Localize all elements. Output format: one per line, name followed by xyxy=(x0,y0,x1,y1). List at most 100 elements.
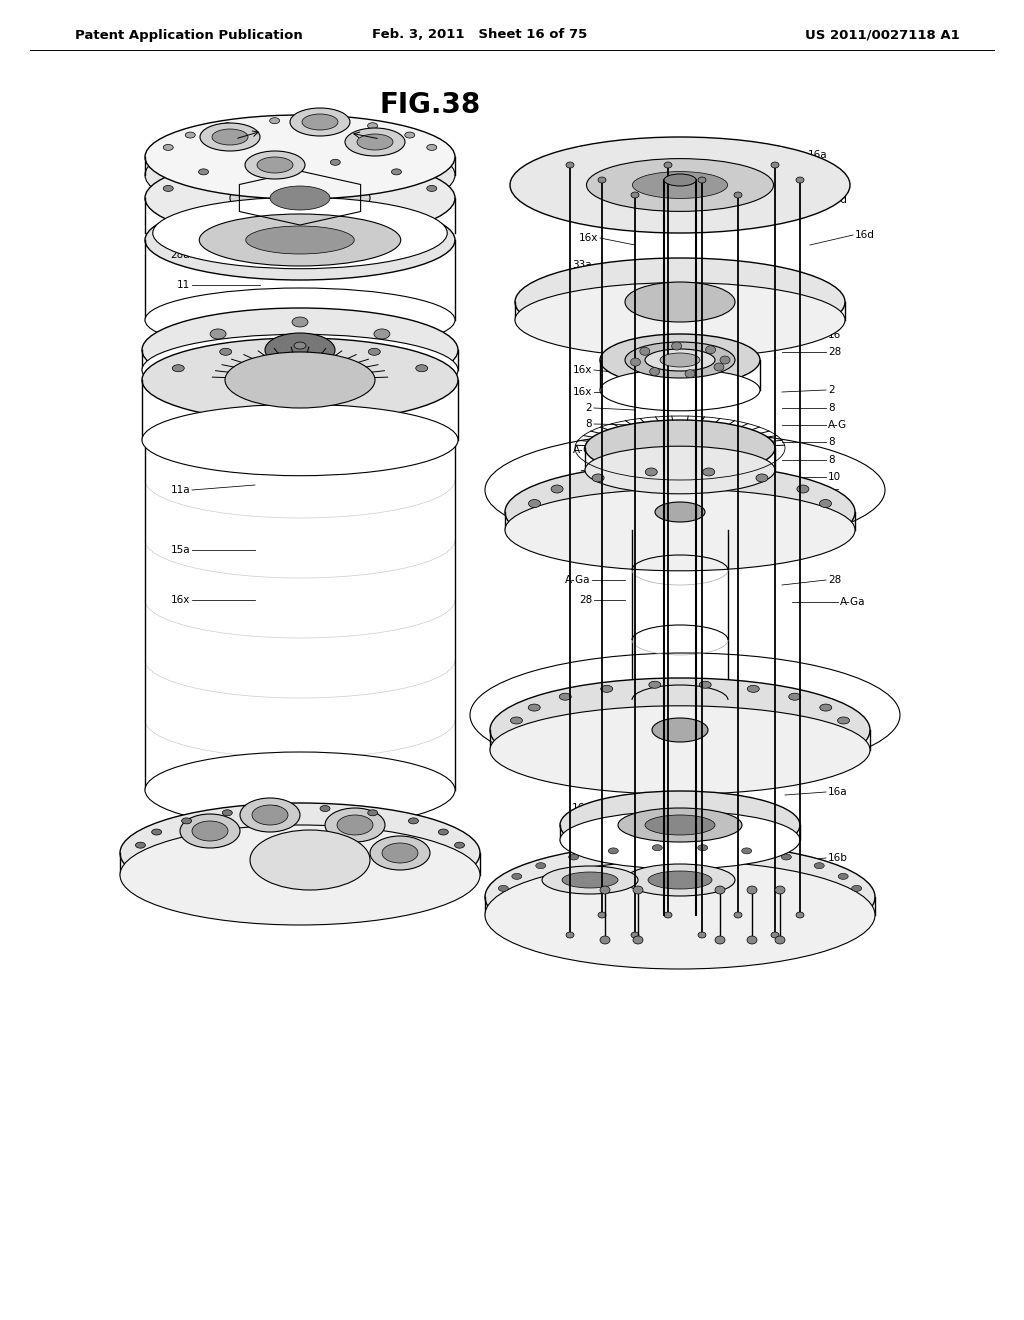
Ellipse shape xyxy=(714,363,724,371)
Ellipse shape xyxy=(625,342,735,378)
Ellipse shape xyxy=(499,886,508,891)
Text: 1: 1 xyxy=(183,176,190,185)
Ellipse shape xyxy=(120,803,480,903)
Ellipse shape xyxy=(240,799,300,832)
Ellipse shape xyxy=(655,502,705,521)
Ellipse shape xyxy=(633,172,728,198)
Ellipse shape xyxy=(746,886,757,894)
Text: Patent Application Publication: Patent Application Publication xyxy=(75,29,303,41)
Ellipse shape xyxy=(702,469,715,477)
Text: 2: 2 xyxy=(586,403,592,413)
Ellipse shape xyxy=(631,358,640,366)
Ellipse shape xyxy=(706,346,716,354)
Text: 16x: 16x xyxy=(572,305,592,315)
Ellipse shape xyxy=(585,420,775,477)
Text: 33a: 33a xyxy=(300,913,319,923)
Ellipse shape xyxy=(625,282,735,322)
Ellipse shape xyxy=(600,370,760,411)
Text: 16ax: 16ax xyxy=(203,220,228,230)
Text: 16dx: 16dx xyxy=(572,215,598,224)
Ellipse shape xyxy=(645,814,715,836)
Ellipse shape xyxy=(598,912,606,917)
Text: 16x: 16x xyxy=(572,387,592,397)
Ellipse shape xyxy=(600,334,760,385)
Ellipse shape xyxy=(142,404,458,475)
Text: 16ax: 16ax xyxy=(572,803,598,813)
Ellipse shape xyxy=(741,847,752,854)
Ellipse shape xyxy=(560,791,800,859)
Ellipse shape xyxy=(382,843,418,863)
Ellipse shape xyxy=(512,874,522,879)
Ellipse shape xyxy=(427,185,437,191)
Ellipse shape xyxy=(566,932,574,939)
Ellipse shape xyxy=(775,886,785,894)
Ellipse shape xyxy=(200,214,400,267)
Ellipse shape xyxy=(515,282,845,358)
Ellipse shape xyxy=(321,117,331,124)
Ellipse shape xyxy=(568,854,579,861)
Ellipse shape xyxy=(566,162,574,168)
Text: 23: 23 xyxy=(597,195,610,205)
Ellipse shape xyxy=(302,114,338,129)
Ellipse shape xyxy=(698,177,706,183)
Ellipse shape xyxy=(608,847,618,854)
Ellipse shape xyxy=(852,886,861,891)
Ellipse shape xyxy=(672,342,682,350)
Ellipse shape xyxy=(715,936,725,944)
Ellipse shape xyxy=(775,936,785,944)
Ellipse shape xyxy=(625,865,735,896)
Ellipse shape xyxy=(220,348,231,355)
Text: 8: 8 xyxy=(828,455,835,465)
Text: 28: 28 xyxy=(828,347,842,356)
Ellipse shape xyxy=(788,693,801,700)
Text: 15: 15 xyxy=(828,488,842,499)
Text: 16x: 16x xyxy=(579,234,598,243)
Text: A-G: A-G xyxy=(828,420,847,430)
Ellipse shape xyxy=(796,912,804,917)
Text: 16b: 16b xyxy=(572,857,592,867)
Ellipse shape xyxy=(640,347,650,355)
Text: 10: 10 xyxy=(828,473,841,482)
Ellipse shape xyxy=(633,936,643,944)
Text: 28: 28 xyxy=(828,576,842,585)
Ellipse shape xyxy=(528,499,541,507)
Text: A-Ga: A-Ga xyxy=(840,597,865,607)
Ellipse shape xyxy=(510,137,850,234)
Ellipse shape xyxy=(245,150,305,180)
Ellipse shape xyxy=(631,191,639,198)
Ellipse shape xyxy=(748,685,759,693)
Ellipse shape xyxy=(269,117,280,124)
Ellipse shape xyxy=(225,352,375,408)
Ellipse shape xyxy=(257,157,293,173)
Text: 16d: 16d xyxy=(828,195,848,205)
Ellipse shape xyxy=(528,704,541,711)
Ellipse shape xyxy=(193,821,228,841)
Ellipse shape xyxy=(222,123,232,129)
Ellipse shape xyxy=(163,144,173,150)
Ellipse shape xyxy=(560,810,800,869)
Ellipse shape xyxy=(505,490,855,570)
Ellipse shape xyxy=(781,854,792,861)
Ellipse shape xyxy=(142,308,458,392)
Ellipse shape xyxy=(270,186,330,210)
Ellipse shape xyxy=(120,825,480,925)
Ellipse shape xyxy=(559,693,571,700)
Text: 16d: 16d xyxy=(855,230,874,240)
Text: 2: 2 xyxy=(586,730,592,741)
Ellipse shape xyxy=(455,842,465,849)
Ellipse shape xyxy=(839,874,848,879)
Text: 2: 2 xyxy=(586,554,592,565)
Ellipse shape xyxy=(230,172,370,224)
Ellipse shape xyxy=(181,818,191,824)
Text: 8: 8 xyxy=(586,418,592,429)
Ellipse shape xyxy=(200,123,260,150)
Text: 23: 23 xyxy=(825,907,839,917)
Ellipse shape xyxy=(260,160,269,165)
Ellipse shape xyxy=(797,484,809,492)
Ellipse shape xyxy=(734,191,742,198)
Ellipse shape xyxy=(325,808,385,842)
Text: 9: 9 xyxy=(183,397,190,407)
Ellipse shape xyxy=(505,465,855,560)
Text: 16x: 16x xyxy=(572,366,592,375)
Ellipse shape xyxy=(814,863,824,869)
